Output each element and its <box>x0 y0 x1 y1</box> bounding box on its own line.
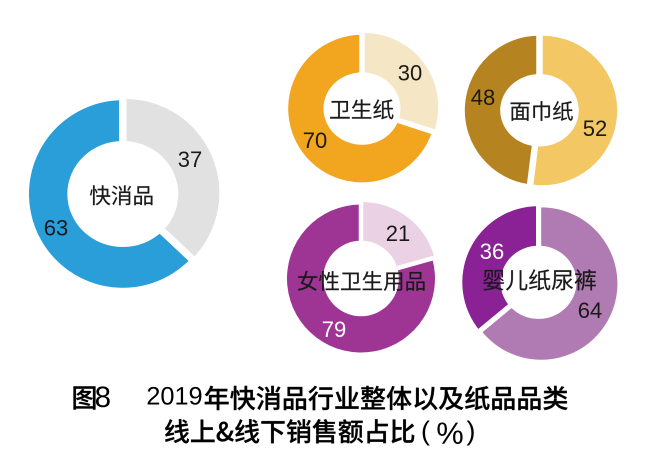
svg-text:37: 37 <box>178 147 202 172</box>
svg-text:30: 30 <box>398 60 422 85</box>
svg-text:21: 21 <box>386 221 410 246</box>
svg-text:52: 52 <box>583 116 607 141</box>
svg-text:79: 79 <box>322 317 346 342</box>
svg-text:64: 64 <box>578 298 602 323</box>
svg-text:48: 48 <box>471 85 495 110</box>
svg-text:63: 63 <box>44 215 68 240</box>
svg-text:70: 70 <box>303 128 327 153</box>
svg-text:36: 36 <box>480 239 504 264</box>
